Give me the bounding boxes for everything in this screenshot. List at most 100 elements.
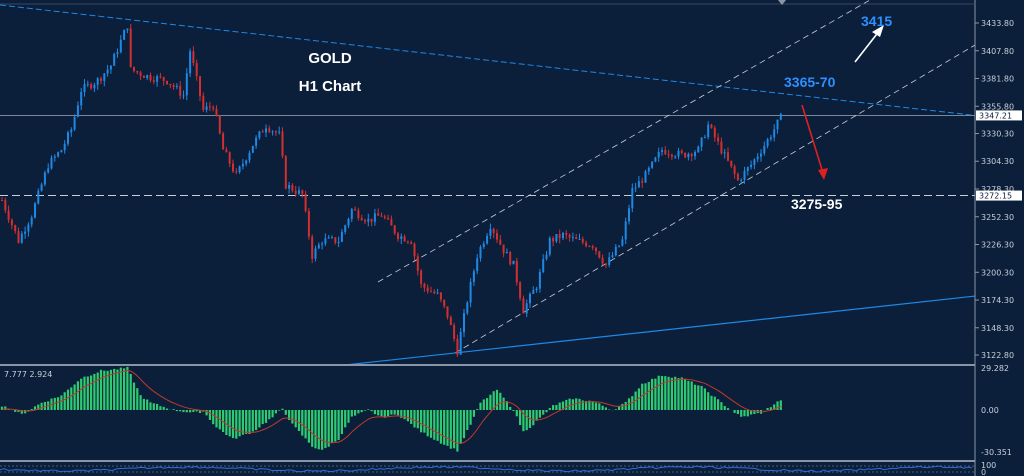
y-tick-label: 3200.30: [981, 268, 1014, 277]
candle-body: [687, 153, 690, 158]
support-trendline: [344, 295, 976, 366]
candle-body: [63, 143, 66, 151]
channel-upper-line: [377, 0, 871, 283]
up-arrow: [854, 29, 881, 63]
candle-body: [707, 124, 710, 138]
candle-body: [433, 291, 436, 294]
candle-body: [354, 209, 357, 211]
candle-body: [166, 80, 168, 84]
candle-body: [677, 150, 680, 157]
candle-body: [588, 246, 591, 248]
candle-body: [146, 75, 149, 78]
candle-body: [70, 129, 73, 133]
macd-label: 7.777 2.924: [4, 370, 52, 379]
candle-body: [694, 152, 696, 157]
current-price-tag-bg: [976, 110, 1022, 121]
candle-body: [294, 190, 297, 194]
y-tick-label: 3304.30: [981, 157, 1014, 166]
candle-body: [149, 75, 152, 81]
candle-body: [581, 238, 584, 243]
candle-body: [331, 237, 333, 239]
y-tick-label: 3252.30: [981, 213, 1014, 222]
candle-body: [502, 244, 505, 254]
candle-body: [179, 85, 182, 96]
candle-body: [235, 171, 238, 173]
candle-body: [723, 152, 726, 154]
candle-body: [509, 251, 512, 265]
candle-body: [212, 107, 215, 109]
candle-body: [14, 225, 17, 232]
y-tick-label: 3433.80: [981, 19, 1014, 28]
candle-body: [756, 156, 759, 160]
candle-body: [403, 236, 406, 242]
candle-body: [773, 129, 776, 138]
pane-divider: [0, 460, 975, 462]
candle-body: [459, 332, 462, 355]
candle-body: [205, 106, 208, 110]
target-label-3415: 3415: [861, 13, 892, 29]
candle-body: [10, 219, 13, 226]
candle-body: [552, 238, 555, 242]
candle-body: [624, 221, 627, 240]
candle-body: [90, 84, 93, 89]
candle-body: [489, 228, 492, 236]
candle-body: [779, 113, 782, 120]
candle-body: [535, 288, 538, 291]
candle-body: [717, 137, 720, 142]
candle-body: [344, 225, 347, 232]
candle-body: [218, 115, 221, 134]
candle-body: [499, 239, 502, 245]
candle-body: [641, 181, 644, 183]
candle-body: [571, 237, 574, 239]
candle-body: [413, 243, 416, 257]
chart-title: GOLD: [308, 50, 351, 67]
y-tick-label: 3355.80: [981, 102, 1014, 111]
y-tick-label: 3407.80: [981, 47, 1014, 56]
candle-body: [327, 237, 330, 239]
candle-body: [644, 171, 647, 183]
candle-body: [598, 251, 601, 258]
candle-body: [456, 338, 459, 355]
candle-body: [416, 256, 419, 271]
candle-body: [703, 137, 706, 139]
candle-body: [364, 220, 366, 222]
candle-body: [621, 239, 624, 246]
candle-body: [430, 291, 432, 293]
candle-body: [334, 237, 337, 243]
candle-body: [189, 51, 192, 74]
candle-body: [657, 151, 660, 158]
candle-body: [37, 190, 40, 204]
candle-body: [301, 190, 304, 194]
resistance-trendline: [0, 4, 976, 116]
y-tick-label: 3122.80: [981, 351, 1014, 360]
candle-body: [710, 124, 713, 128]
support-price-tag-bg: [976, 190, 1022, 201]
candle-body: [492, 228, 495, 234]
candle-body: [314, 248, 317, 259]
y-tick-label: 3330.30: [981, 129, 1014, 138]
candle-body: [591, 246, 594, 248]
candle-body: [562, 232, 564, 239]
y-tick-label: 3226.30: [981, 241, 1014, 250]
candle-body: [340, 231, 343, 242]
channel-lower-line: [454, 44, 976, 354]
candle-body: [519, 282, 522, 299]
candle-body: [7, 210, 10, 220]
candle-body: [258, 131, 261, 138]
candle-body: [479, 246, 482, 259]
candle-body: [129, 28, 132, 67]
candle-body: [67, 132, 69, 144]
candle-body: [182, 95, 185, 97]
candle-body: [713, 127, 716, 138]
candle-body: [57, 152, 60, 157]
candle-body: [776, 119, 779, 130]
candle-body: [684, 152, 687, 158]
candle-body: [307, 210, 310, 237]
candle-body: [96, 78, 99, 85]
candle-body: [601, 257, 604, 264]
candle-body: [20, 233, 23, 243]
candle-body: [486, 235, 489, 244]
